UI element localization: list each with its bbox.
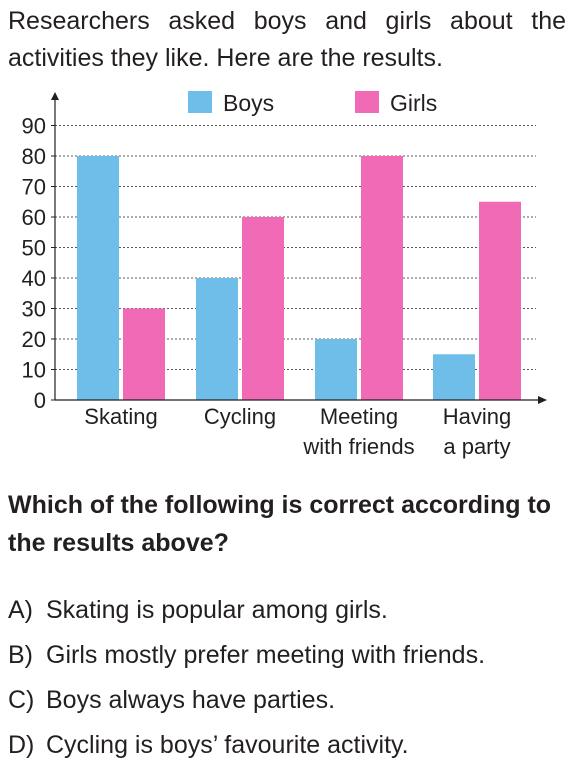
x-tick-label: Skating <box>84 404 157 429</box>
bar-girls-4 <box>479 201 521 400</box>
y-tick-label: 60 <box>22 205 46 230</box>
x-tick-label: Meeting with friends <box>302 404 414 459</box>
x-tick-label: Having a party <box>443 404 511 459</box>
bar-boys-4 <box>433 354 475 400</box>
answer-options: A) Skating is popular among girls. B) Girl… <box>8 588 485 768</box>
option-letter: C) <box>8 686 35 714</box>
bar-boys-1 <box>77 156 119 400</box>
y-tick-label: 50 <box>22 236 46 261</box>
option-letter: D) <box>8 731 35 759</box>
option-c[interactable]: C) Boys always have parties. <box>8 678 485 723</box>
option-text: Cycling is boys’ favourite activity. <box>46 731 409 759</box>
option-d[interactable]: D) Cycling is boys’ favourite activity. <box>8 723 485 768</box>
legend-label-girls: Girls <box>390 90 437 116</box>
legend-label-boys: Boys <box>223 90 274 116</box>
y-axis-arrow <box>51 92 59 100</box>
y-tick-label: 40 <box>22 266 46 291</box>
option-letter: A) <box>8 596 33 624</box>
bar-girls-3 <box>361 156 403 400</box>
y-tick-label: 80 <box>22 144 46 169</box>
option-text: Girls mostly prefer meeting with friends… <box>46 641 486 669</box>
bar-chart: 0 10 20 30 40 50 60 70 80 90 Skating Cycling Meeting… <box>22 90 547 459</box>
bar-boys-2 <box>196 278 238 400</box>
y-tick-label: 30 <box>22 297 46 322</box>
legend-swatch-girls <box>355 91 379 113</box>
option-b[interactable]: B) Girls mostly prefer meeting with frien… <box>8 633 485 678</box>
x-tick-label: Cycling <box>204 404 276 429</box>
option-letter: B) <box>8 641 33 669</box>
option-text: Skating is popular among girls. <box>46 596 388 624</box>
legend-swatch-boys <box>188 91 212 113</box>
bar-boys-3 <box>315 339 357 400</box>
y-tick-label: 70 <box>22 175 46 200</box>
option-a[interactable]: A) Skating is popular among girls. <box>8 588 485 633</box>
y-tick-label: 20 <box>22 327 46 352</box>
bar-girls-2 <box>242 217 284 400</box>
option-text: Boys always have parties. <box>46 686 336 714</box>
bar-girls-1 <box>123 308 165 400</box>
y-tick-label: 0 <box>34 388 46 413</box>
intro-text: Researchers asked boys and girls about t… <box>8 7 566 72</box>
y-tick-label: 10 <box>22 358 46 383</box>
y-tick-label: 90 <box>22 114 46 139</box>
x-axis-arrow <box>538 396 547 404</box>
question-text: Which of the following is correct accord… <box>8 491 552 557</box>
